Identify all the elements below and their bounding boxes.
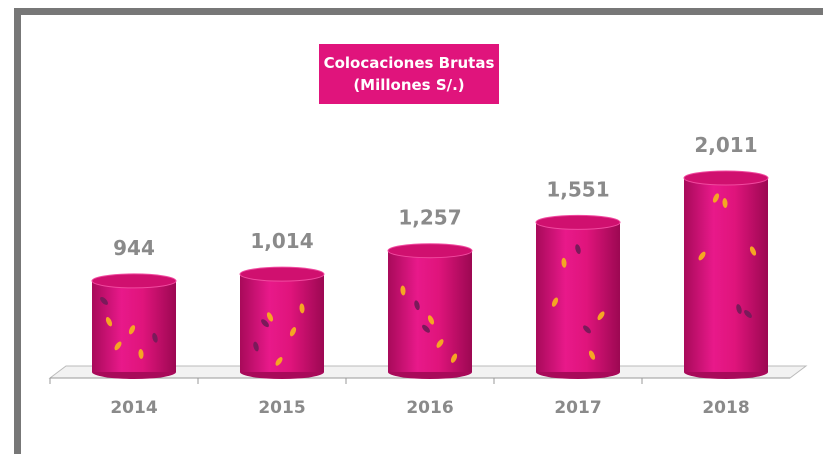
bar bbox=[240, 274, 324, 372]
cylinder bbox=[683, 170, 769, 379]
cylinder-top bbox=[239, 266, 325, 282]
cylinder-top bbox=[387, 243, 473, 259]
fish-decoration bbox=[138, 348, 144, 359]
value-label: 1,257 bbox=[398, 206, 461, 230]
cylinder bbox=[239, 266, 325, 379]
cylinder bbox=[535, 214, 621, 379]
value-label: 1,551 bbox=[546, 177, 609, 201]
fish-decoration bbox=[712, 193, 720, 203]
fish-decoration bbox=[597, 311, 605, 321]
fish-decoration bbox=[551, 297, 559, 307]
fish-decoration bbox=[744, 310, 752, 318]
fish-decoration bbox=[749, 246, 757, 256]
fish-decoration bbox=[427, 315, 435, 325]
fish-decoration bbox=[114, 341, 122, 351]
fish-decoration bbox=[266, 312, 274, 322]
fish-decoration bbox=[450, 353, 458, 363]
fish-decoration bbox=[261, 319, 269, 328]
fish-decoration bbox=[736, 304, 742, 314]
fish-decoration bbox=[436, 339, 444, 348]
cylinder bbox=[387, 243, 473, 379]
value-label: 2,011 bbox=[694, 133, 757, 157]
fish-decoration bbox=[583, 325, 591, 334]
fish-decoration bbox=[698, 251, 706, 261]
fish-decoration bbox=[588, 350, 596, 360]
fish-decoration bbox=[152, 332, 158, 343]
fish-decoration bbox=[105, 317, 113, 327]
fish-decoration bbox=[100, 296, 108, 305]
fish-decoration bbox=[422, 324, 430, 333]
cylinder-top bbox=[91, 273, 177, 289]
fish-decoration bbox=[400, 285, 406, 296]
fish-decoration bbox=[289, 327, 297, 337]
fish-decoration bbox=[275, 357, 283, 366]
cylinder-top bbox=[535, 214, 621, 230]
fish-decoration bbox=[299, 303, 305, 314]
chart-title: Colocaciones Brutas (Millones S/.) bbox=[319, 44, 499, 104]
fish-decoration bbox=[253, 341, 259, 352]
x-tick-label: 2016 bbox=[406, 398, 453, 418]
fish-decoration bbox=[561, 257, 567, 268]
bar bbox=[388, 250, 472, 372]
fish-decoration bbox=[722, 198, 728, 208]
value-label: 1,014 bbox=[250, 229, 313, 253]
fish-decoration bbox=[128, 325, 136, 335]
x-tick-label: 2018 bbox=[702, 398, 749, 418]
x-tick-label: 2017 bbox=[554, 398, 601, 418]
frame bbox=[14, 8, 823, 454]
cylinder bbox=[91, 273, 177, 379]
value-label: 944 bbox=[113, 236, 155, 260]
fish-decoration bbox=[414, 300, 420, 311]
cylinder-top bbox=[683, 170, 769, 186]
fish-decoration bbox=[575, 244, 581, 255]
x-tick-label: 2015 bbox=[258, 398, 305, 418]
bar bbox=[684, 178, 768, 372]
x-tick-label: 2014 bbox=[110, 398, 157, 418]
